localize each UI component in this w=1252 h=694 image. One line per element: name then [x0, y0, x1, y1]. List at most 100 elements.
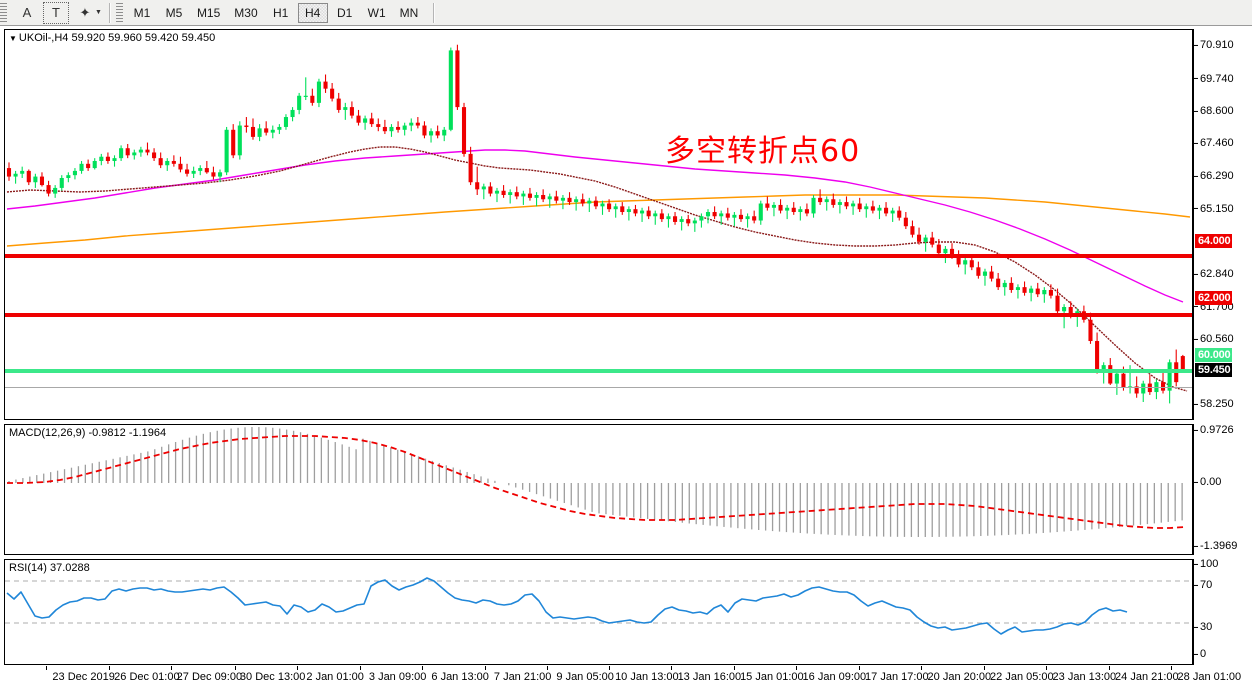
- macd-scale[interactable]: 0.9726 0.00 -1.3969: [1193, 424, 1252, 555]
- time-axis-label: 24 Jan 21:00: [1115, 671, 1179, 683]
- toolbar-separator: [108, 2, 111, 23]
- candle-body: [461, 107, 467, 154]
- candle-body: [1095, 341, 1100, 371]
- timeframe-grip[interactable]: [115, 2, 123, 23]
- candle-body: [455, 50, 460, 108]
- candle-body: [897, 210, 902, 218]
- candle-body: [916, 234, 922, 242]
- time-tick: [234, 666, 236, 670]
- time-axis-label: 28 Jan 01:00: [1177, 671, 1242, 683]
- candle-body: [185, 169, 190, 174]
- candle-body: [356, 115, 361, 123]
- timeframe-h4[interactable]: H4: [297, 2, 328, 23]
- candle-body: [382, 126, 387, 132]
- candle-body: [46, 185, 51, 194]
- candle-body: [217, 172, 223, 177]
- time-axis-label: 20 Jan 20:00: [927, 671, 992, 683]
- candle-body: [738, 214, 744, 220]
- candle-body: [930, 237, 935, 245]
- candle-body: [237, 125, 242, 156]
- candle-body: [778, 204, 783, 211]
- candle-body: [514, 192, 519, 197]
- timeframe-d1[interactable]: D1: [336, 5, 353, 20]
- candle-body: [527, 193, 533, 198]
- chart-toolbar: A T ✦ ▼ M1 M5 M15 M30 H1 H4 D1 W1 MN: [0, 0, 1252, 26]
- rsi-indicator-panel[interactable]: RSI(14) 37.0288: [4, 559, 1193, 665]
- timeframe-m1[interactable]: M1: [133, 5, 151, 20]
- candle-body: [323, 81, 328, 89]
- time-tick: [422, 666, 424, 670]
- candle-body: [1035, 288, 1040, 295]
- symbol-info-label: ▼ UKOil-,H4 59.920 59.960 59.420 59.450: [9, 32, 215, 44]
- candle-body: [145, 149, 150, 153]
- chart-frame: ▼ UKOil-,H4 59.920 59.960 59.420 59.450: [0, 26, 1252, 694]
- candle-body: [949, 248, 955, 256]
- chart-collapse-caret-icon[interactable]: ▼: [9, 34, 17, 43]
- candle-body: [1029, 288, 1034, 293]
- candle-body: [923, 237, 928, 242]
- candle-body: [534, 195, 539, 198]
- candle-body: [1101, 365, 1106, 371]
- timeframe-h1[interactable]: H1: [272, 5, 289, 20]
- timeframe-m15[interactable]: M15: [196, 5, 221, 20]
- candle-body: [211, 172, 216, 177]
- candle-body: [316, 81, 321, 103]
- text-label-tool-icon[interactable]: T: [43, 1, 69, 24]
- candle-body: [99, 156, 104, 161]
- price-tag-support[interactable]: 60.000: [1195, 347, 1233, 362]
- candle-body: [191, 170, 196, 174]
- objects-tool-icon[interactable]: ✦: [79, 4, 91, 20]
- candle-body: [560, 197, 565, 201]
- candle-body: [1002, 282, 1007, 288]
- candle-body: [554, 196, 559, 201]
- text-tool-a-icon[interactable]: A: [22, 5, 32, 20]
- resistance-level-62: [5, 313, 1192, 317]
- time-tick: [796, 666, 798, 670]
- price-tag-resistance[interactable]: 62.000: [1195, 291, 1233, 306]
- macd-series-svg: [7, 427, 1186, 537]
- candle-body: [501, 190, 506, 196]
- price-chart-panel[interactable]: ▼ UKOil-,H4 59.920 59.960 59.420 59.450: [4, 29, 1193, 420]
- timeframe-m5[interactable]: M5: [165, 5, 183, 20]
- candle-body: [39, 176, 45, 186]
- macd-indicator-panel[interactable]: MACD(12,26,9) -0.9812 -1.1964: [4, 424, 1193, 555]
- time-axis-label: 16 Jan 09:00: [802, 671, 867, 683]
- macd-tick: 0.00: [1194, 476, 1221, 488]
- price-tick: 69.740: [1194, 73, 1234, 85]
- candle-body: [468, 153, 473, 183]
- candle-body: [1180, 356, 1185, 370]
- candle-body: [969, 260, 974, 268]
- rsi-scale[interactable]: 100 70 30 0: [1193, 558, 1252, 665]
- time-tick: [671, 666, 673, 670]
- candle-body: [494, 190, 500, 194]
- candle-body: [699, 216, 704, 221]
- candle-body: [59, 177, 64, 188]
- candle-series: [6, 44, 1185, 404]
- candle-body: [659, 213, 664, 220]
- rsi-tick: 70: [1194, 579, 1212, 591]
- candle-body: [415, 122, 420, 126]
- candle-body: [435, 131, 440, 136]
- price-tag-last-price[interactable]: 59.450: [1195, 363, 1233, 378]
- rsi-tick: 30: [1194, 621, 1212, 633]
- objects-dropdown-caret-icon[interactable]: ▼: [95, 9, 102, 16]
- toolbar-grip[interactable]: [0, 2, 7, 23]
- time-tick: [983, 666, 985, 670]
- timeframe-w1[interactable]: W1: [367, 5, 386, 20]
- candle-body: [587, 200, 592, 204]
- toolbar-separator-end: [433, 2, 436, 23]
- candle-body: [712, 212, 717, 217]
- price-scale[interactable]: 70.910 69.740 68.600 67.460 66.290 65.150 62.8…: [1193, 29, 1252, 420]
- candle-body: [580, 199, 585, 204]
- timeframe-mn[interactable]: MN: [399, 5, 419, 20]
- candle-body: [811, 197, 816, 214]
- candle-body: [963, 260, 968, 265]
- time-axis-label: 6 Jan 13:00: [431, 671, 489, 683]
- timeframe-m30[interactable]: M30: [234, 5, 258, 20]
- macd-tick: -1.3969: [1194, 540, 1237, 552]
- price-tag-resistance[interactable]: 64.000: [1195, 234, 1233, 249]
- candle-body: [13, 173, 18, 177]
- candle-body: [633, 209, 638, 214]
- candle-body: [758, 203, 763, 221]
